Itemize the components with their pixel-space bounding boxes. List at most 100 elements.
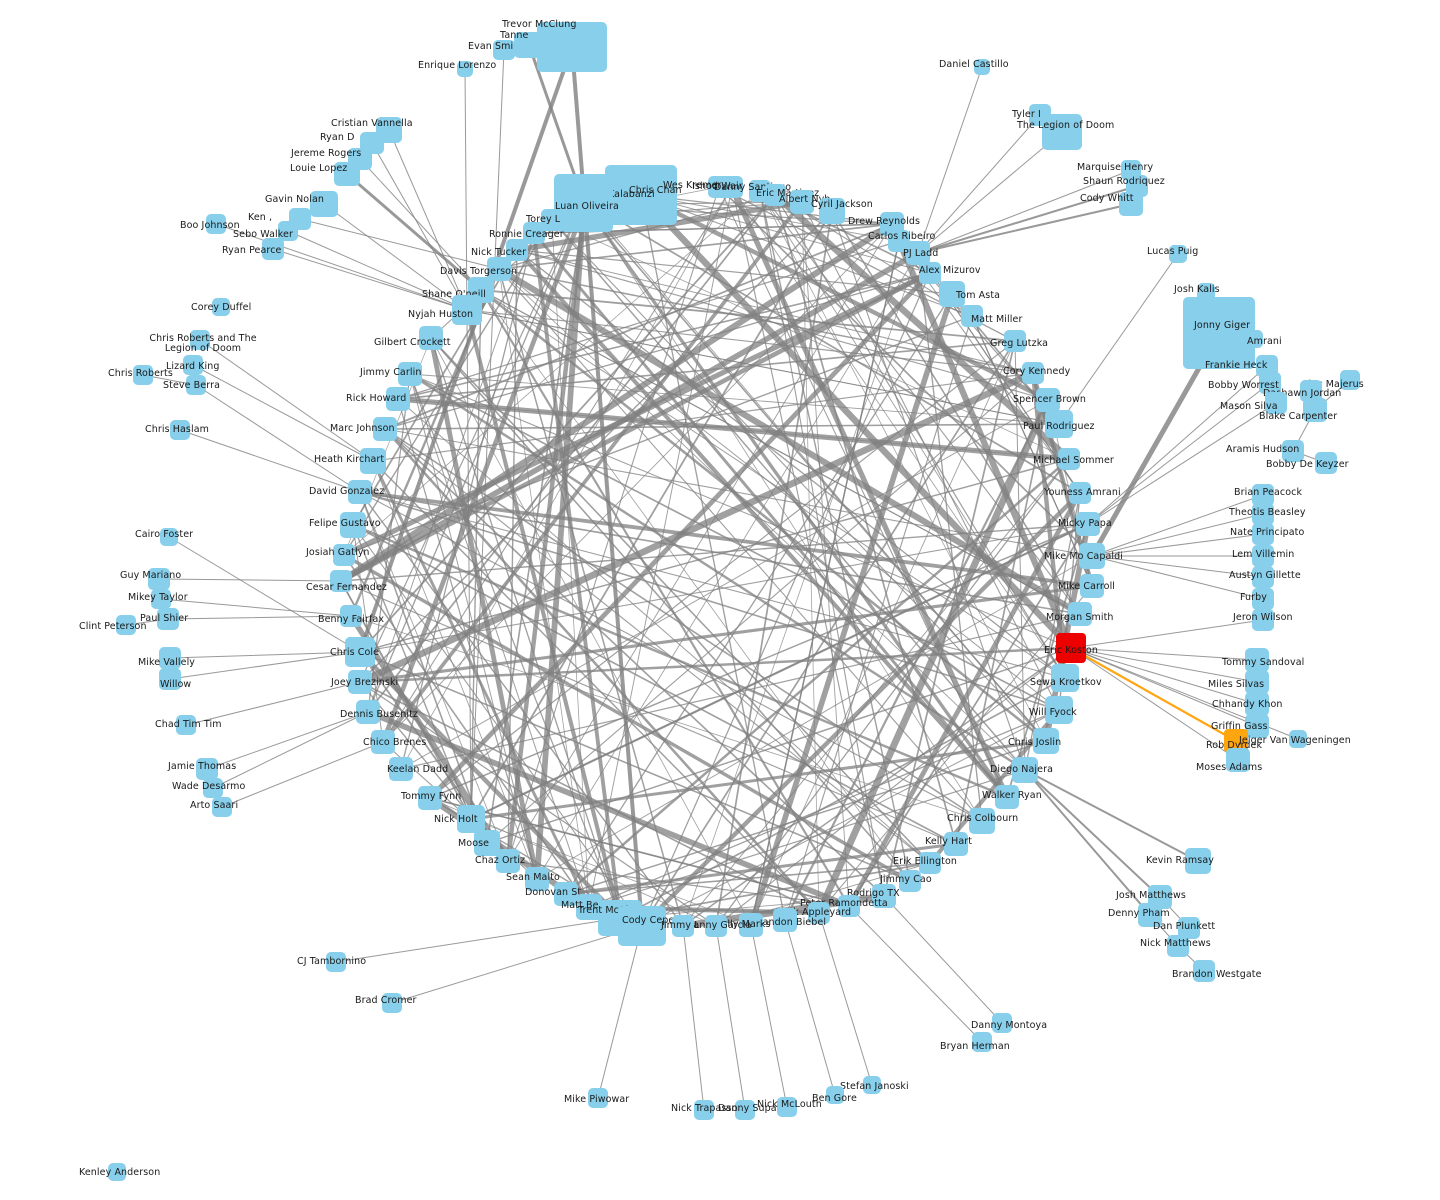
graph-node[interactable]	[1022, 362, 1044, 384]
graph-node[interactable]	[1252, 503, 1274, 525]
graph-node[interactable]	[541, 209, 563, 231]
graph-node[interactable]	[537, 22, 607, 72]
graph-node[interactable]	[418, 786, 442, 810]
graph-node[interactable]	[969, 808, 995, 834]
graph-node[interactable]	[398, 362, 422, 386]
graph-node[interactable]	[872, 884, 896, 908]
graph-node[interactable]	[203, 778, 223, 798]
graph-node[interactable]	[1068, 602, 1092, 626]
graph-node[interactable]	[618, 906, 666, 946]
graph-node[interactable]	[995, 785, 1019, 809]
graph-node[interactable]	[863, 1076, 881, 1094]
graph-node[interactable]	[1300, 380, 1322, 402]
graph-node[interactable]	[705, 915, 727, 937]
graph-node[interactable]	[151, 589, 171, 609]
graph-node[interactable]	[190, 330, 210, 350]
graph-node[interactable]	[452, 295, 482, 325]
graph-node[interactable]	[340, 512, 366, 538]
graph-node[interactable]	[334, 162, 360, 186]
graph-node[interactable]	[1138, 903, 1162, 927]
graph-node[interactable]	[1042, 114, 1082, 150]
graph-node[interactable]	[1045, 696, 1073, 724]
graph-node[interactable]	[1076, 512, 1100, 536]
graph-node[interactable]	[944, 832, 968, 856]
graph-node[interactable]	[777, 1097, 797, 1117]
graph-node[interactable]	[340, 605, 362, 627]
graph-node[interactable]	[1119, 192, 1143, 216]
graph-node[interactable]	[588, 1088, 608, 1108]
graph-node[interactable]	[310, 191, 338, 217]
graph-node[interactable]	[1036, 388, 1060, 412]
graph-node[interactable]	[1252, 545, 1274, 567]
graph-node[interactable]	[360, 448, 386, 474]
graph-node[interactable]	[206, 214, 226, 234]
graph-node[interactable]	[196, 758, 218, 780]
graph-node[interactable]	[525, 867, 549, 891]
graph-node[interactable]	[278, 221, 298, 241]
graph-node[interactable]	[1080, 574, 1104, 598]
graph-node[interactable]	[1167, 935, 1189, 957]
graph-node[interactable]	[386, 387, 410, 411]
graph-node[interactable]	[906, 241, 930, 265]
graph-node[interactable]	[961, 305, 983, 327]
graph-node[interactable]	[1245, 330, 1263, 348]
graph-node[interactable]	[389, 757, 413, 781]
graph-node[interactable]	[382, 993, 402, 1013]
graph-node[interactable]	[1315, 452, 1337, 474]
graph-node[interactable]	[1252, 523, 1274, 545]
graph-node[interactable]	[992, 1013, 1012, 1033]
graph-node[interactable]	[333, 544, 355, 566]
graph-node[interactable]	[557, 178, 613, 232]
graph-node[interactable]	[1252, 566, 1274, 588]
graph-node[interactable]	[419, 326, 443, 350]
graph-node[interactable]	[672, 915, 694, 937]
graph-node[interactable]	[739, 913, 763, 937]
graph-node[interactable]	[764, 184, 786, 206]
graph-node[interactable]	[972, 1032, 992, 1052]
graph-node[interactable]	[838, 895, 860, 917]
graph-node[interactable]	[1058, 448, 1080, 470]
graph-node[interactable]	[808, 902, 830, 924]
graph-node[interactable]	[148, 568, 170, 590]
graph-node[interactable]	[157, 608, 179, 630]
graph-node[interactable]	[514, 32, 544, 58]
graph-node[interactable]	[1282, 440, 1304, 462]
graph-node[interactable]	[348, 670, 372, 694]
graph-node[interactable]	[735, 1100, 755, 1120]
graph-node[interactable]	[160, 528, 178, 546]
graph-node[interactable]	[1193, 960, 1215, 982]
graph-node[interactable]	[108, 1163, 126, 1181]
graph-node[interactable]	[1245, 670, 1269, 694]
graph-node[interactable]	[974, 59, 990, 75]
graph-node[interactable]	[212, 298, 230, 316]
graph-node[interactable]	[116, 615, 136, 635]
graph-node[interactable]	[186, 375, 206, 395]
graph-node[interactable]	[899, 870, 921, 892]
graph-node[interactable]	[826, 1086, 844, 1104]
graph-node[interactable]	[159, 647, 181, 669]
graph-node[interactable]	[1126, 175, 1148, 197]
graph-node[interactable]	[348, 480, 372, 504]
graph-node[interactable]	[371, 730, 395, 754]
graph-node[interactable]	[474, 830, 500, 856]
graph-node[interactable]	[1245, 648, 1269, 672]
graph-node[interactable]	[493, 40, 515, 60]
graph-node[interactable]	[1185, 848, 1211, 874]
graph-node[interactable]	[1183, 297, 1255, 369]
graph-node[interactable]	[790, 190, 814, 214]
graph-node[interactable]	[1004, 330, 1026, 352]
graph-node[interactable]	[1245, 714, 1269, 738]
graph-node[interactable]	[1252, 484, 1274, 506]
graph-node[interactable]	[176, 715, 196, 735]
graph-node[interactable]	[1056, 633, 1086, 663]
graph-node[interactable]	[1226, 748, 1250, 772]
graph-node[interactable]	[919, 262, 941, 284]
graph-node[interactable]	[457, 805, 485, 833]
graph-node[interactable]	[1012, 757, 1038, 783]
graph-node[interactable]	[721, 176, 743, 198]
graph-node[interactable]	[457, 61, 473, 77]
graph-node[interactable]	[1289, 730, 1307, 748]
graph-node[interactable]	[1245, 692, 1269, 716]
graph-node[interactable]	[554, 882, 578, 906]
